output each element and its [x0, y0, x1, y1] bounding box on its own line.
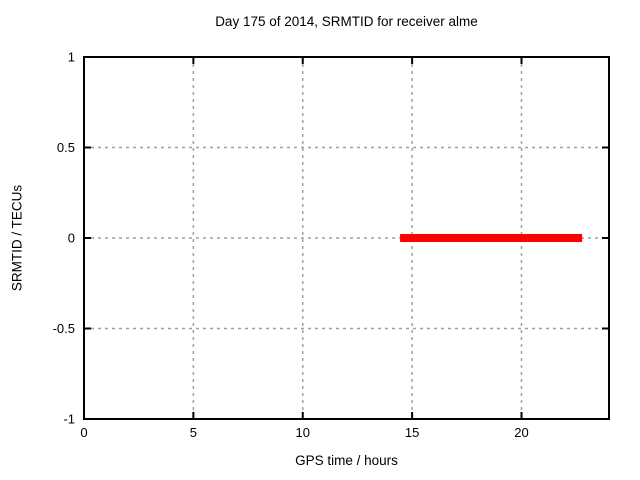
chart-title: Day 175 of 2014, SRMTID for receiver alm… — [215, 14, 478, 29]
x-tick-label: 20 — [514, 425, 528, 440]
y-tick-label: 0 — [68, 231, 75, 246]
x-tick-label: 0 — [80, 425, 87, 440]
y-tick-label: 1 — [68, 50, 75, 65]
y-axis-label: SRMTID / TECUs — [9, 184, 25, 292]
y-tick-label: -0.5 — [53, 321, 75, 336]
x-tick-label: 10 — [296, 425, 310, 440]
x-axis-label: GPS time / hours — [295, 453, 398, 468]
x-tick-label: 15 — [405, 425, 419, 440]
y-tick-label: 0.5 — [57, 140, 75, 155]
y-tick-label: -1 — [63, 412, 75, 427]
x-tick-label: 5 — [190, 425, 197, 440]
